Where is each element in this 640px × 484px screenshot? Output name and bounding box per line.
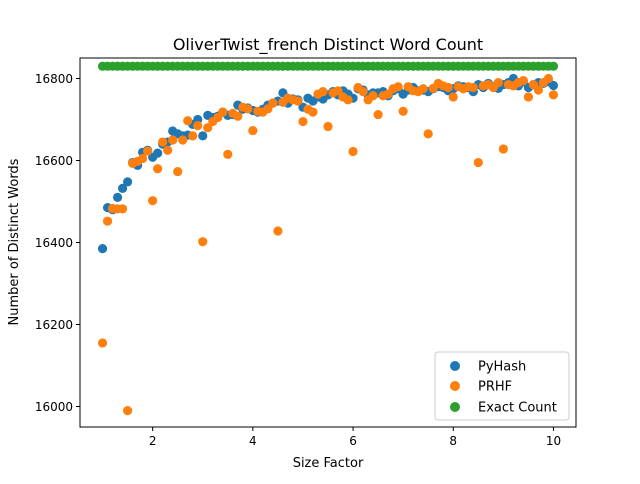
chart-title: OliverTwist_french Distinct Word Count [173,35,483,55]
data-point [183,116,193,126]
data-point [343,95,353,105]
y-tick-label: 16600 [35,154,73,168]
data-point [548,80,559,91]
y-tick-label: 16200 [35,318,73,332]
data-point [248,125,258,136]
data-point [218,107,228,117]
data-point [243,104,253,114]
x-tick-label: 8 [449,434,457,448]
data-point [112,192,123,202]
data-point [298,116,308,127]
x-tick-label: 10 [546,434,561,448]
data-point [543,73,554,84]
data-point [418,84,428,94]
data-point [117,204,128,214]
legend-label-pyhash: PyHash [478,360,526,375]
data-point [123,177,133,187]
data-point [498,144,508,154]
x-tick-label: 2 [149,434,157,448]
legend-marker-exact-count [450,402,460,412]
data-point [423,129,433,139]
y-tick-label: 16400 [35,236,73,250]
data-point [318,87,328,97]
data-point [198,131,208,141]
data-point [178,135,188,145]
data-point [548,90,559,100]
data-point [398,106,408,116]
data-point [468,82,478,93]
legend-label-prhf: PRHF [478,380,512,395]
x-axis-label: Size Factor [293,456,364,471]
series-exact-count [97,61,559,71]
data-point [168,135,178,145]
y-axis-label: Number of Distinct Words [7,158,22,325]
data-point [163,145,173,155]
legend-marker-prhf [450,381,460,391]
data-point [203,123,213,133]
data-point [518,75,528,86]
data-point [368,91,378,101]
data-point [358,87,368,97]
x-axis-ticks: 2 4 6 8 10 [149,427,561,448]
y-tick-label: 16000 [35,400,73,414]
data-point [393,82,403,92]
data-point [523,92,534,102]
y-tick-label: 16800 [35,72,73,86]
x-tick-label: 6 [349,434,357,448]
legend-box [434,351,570,421]
data-point [233,111,243,121]
data-point [473,157,483,168]
data-point [173,166,183,177]
data-point [533,85,544,95]
legend: PyHash PRHF Exact Count [434,351,570,421]
data-point [323,121,333,132]
data-point [273,226,283,236]
data-point [348,146,358,157]
data-point [153,148,163,158]
data-point [188,131,198,141]
data-point [117,183,128,193]
data-point [223,149,233,159]
data-point [97,244,108,254]
x-tick-label: 4 [249,434,257,448]
data-point [143,146,153,156]
data-point [123,406,133,416]
data-point [308,107,318,117]
data-point [448,92,458,102]
data-point [333,86,343,96]
data-point [198,237,208,247]
data-point [102,216,113,226]
series-prhf [97,73,559,416]
y-axis-ticks: 16000 16200 16400 16600 16800 [35,72,80,414]
series-layer [97,61,559,416]
data-point [97,338,108,348]
legend-marker-pyhash [450,361,460,371]
data-point [493,78,503,88]
data-point [293,96,303,106]
data-point [548,61,559,71]
data-point [138,153,148,164]
data-point [148,196,158,206]
data-point [443,82,453,93]
data-point [268,98,278,108]
data-point [373,109,383,120]
data-point [158,137,168,147]
legend-label-exact-count: Exact Count [478,401,557,416]
data-point [193,121,203,131]
data-point [153,164,163,174]
